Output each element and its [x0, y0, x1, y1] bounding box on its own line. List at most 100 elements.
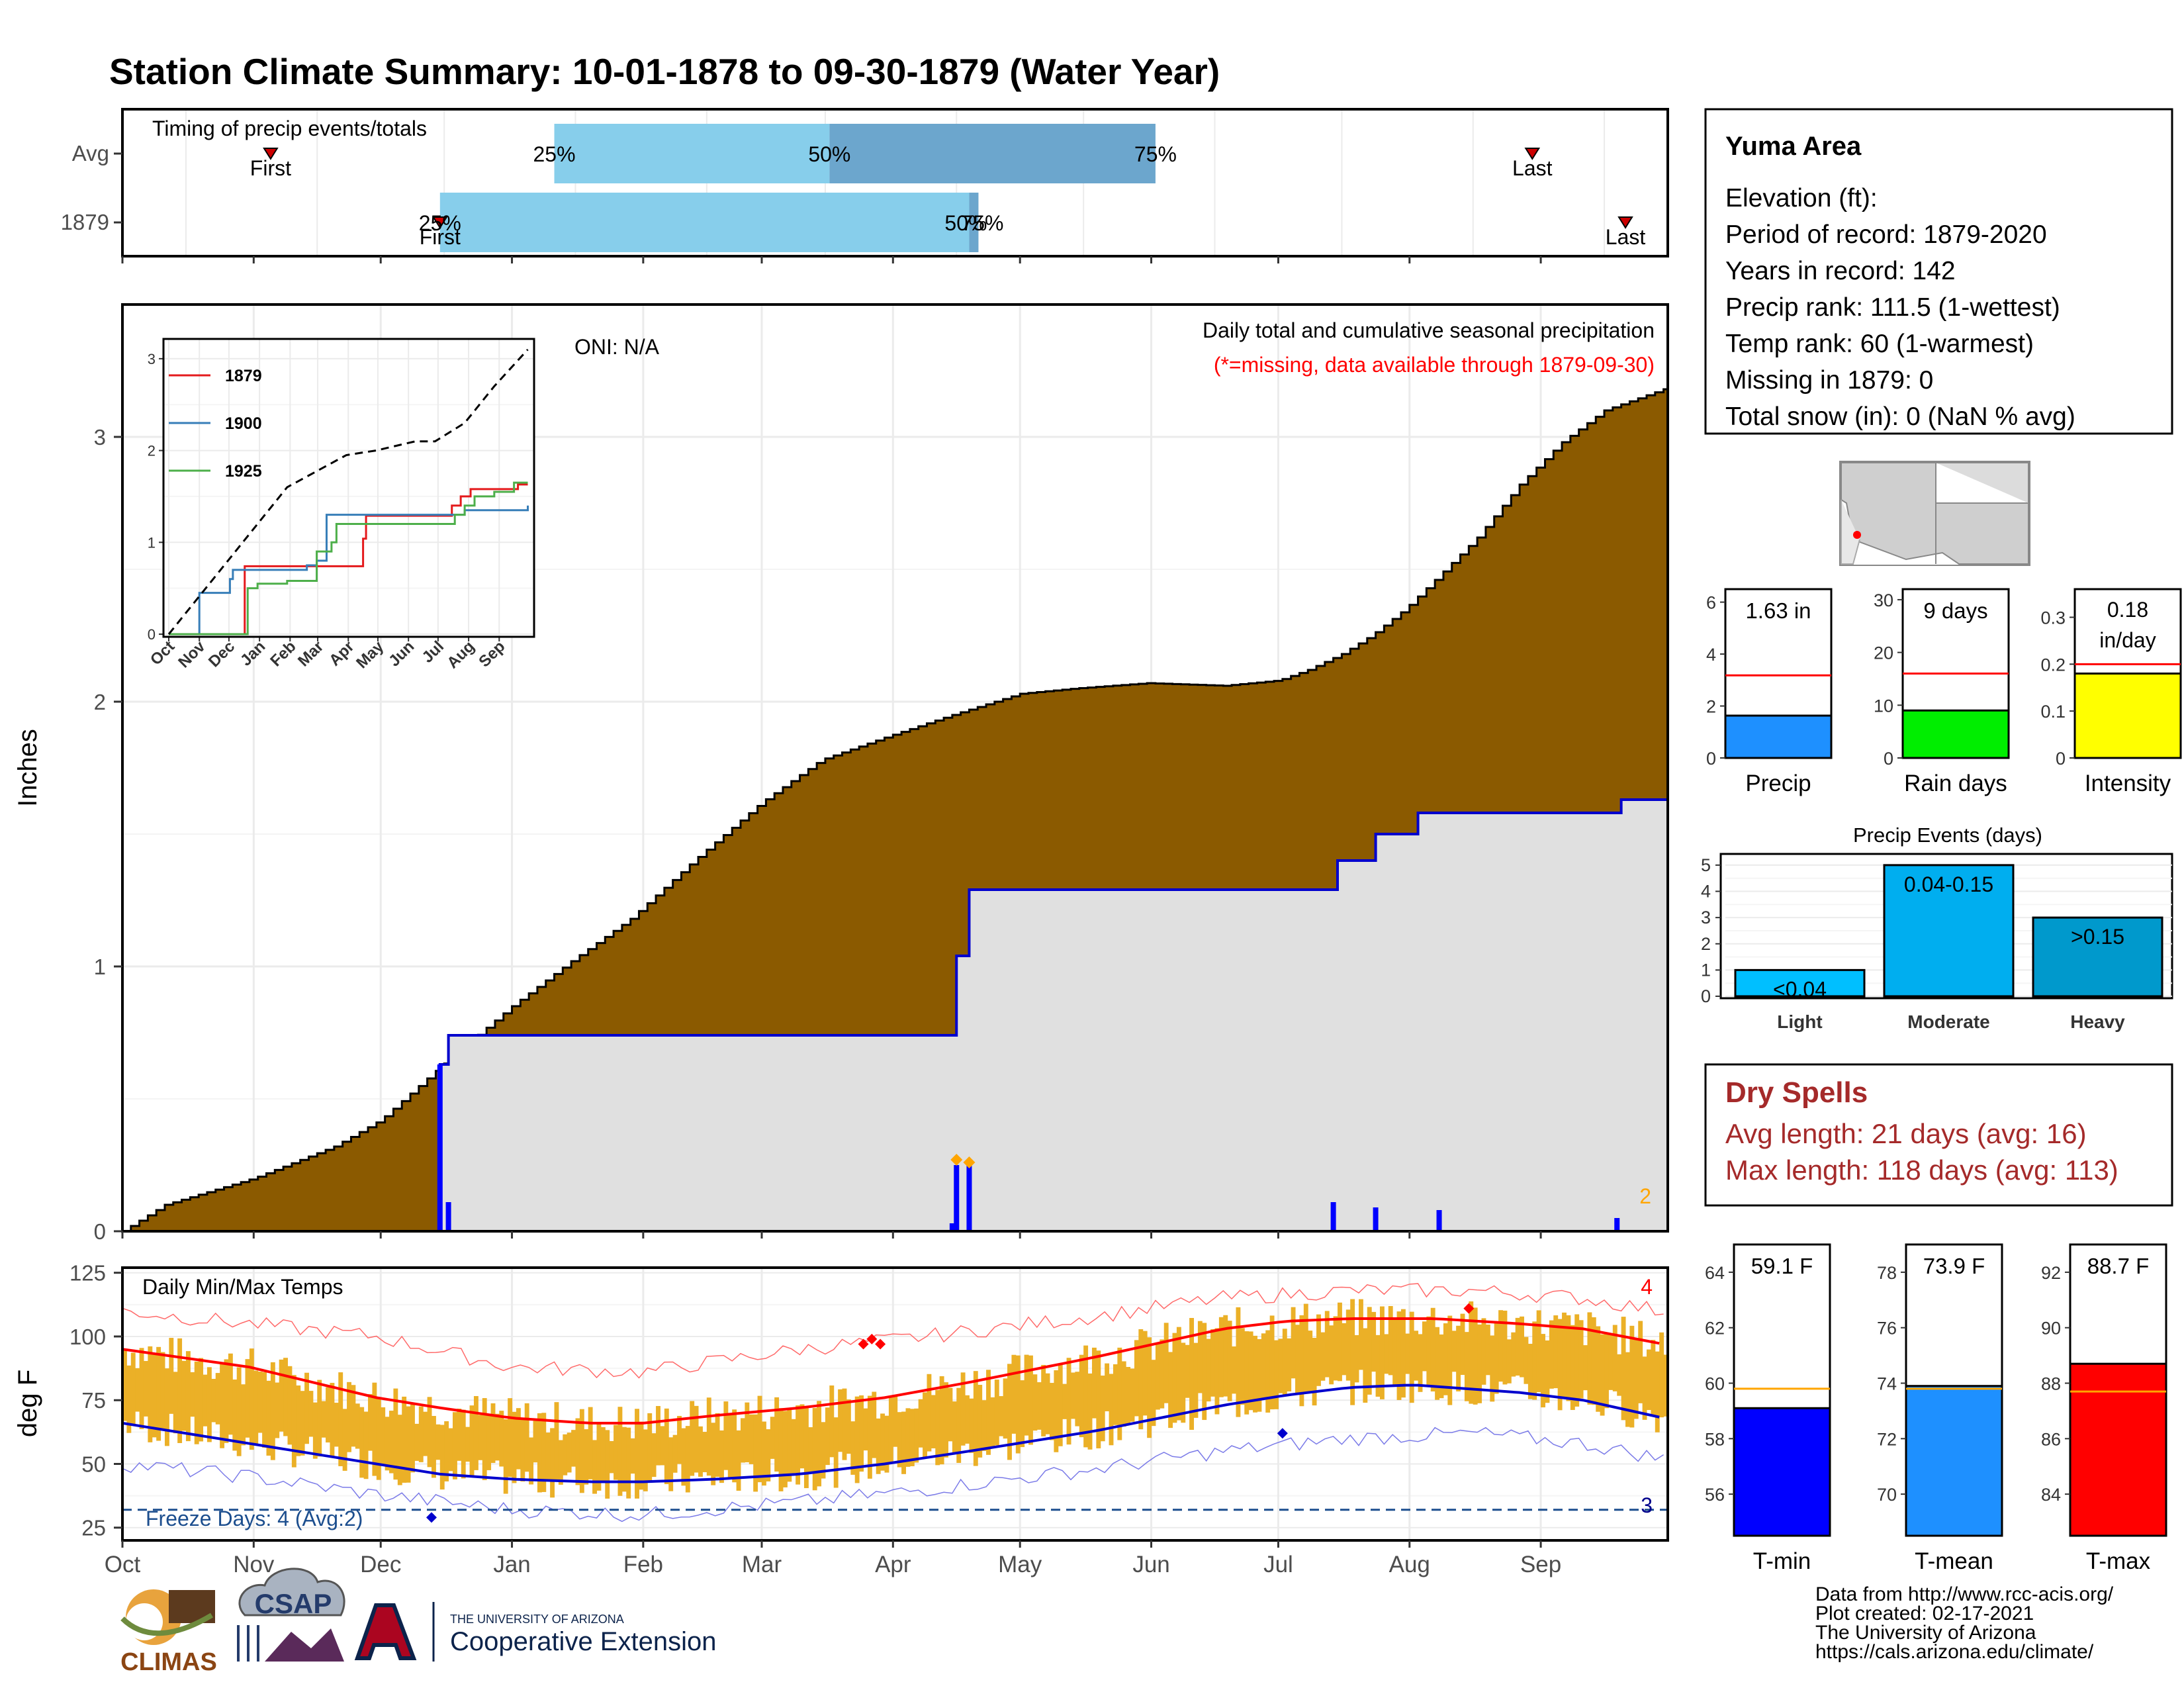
- temp-daily-bar: [1155, 1343, 1160, 1410]
- precip-ytick-label: 0: [94, 1219, 106, 1244]
- temp-xtick-label: Oct: [105, 1552, 141, 1577]
- temp-daily-bar: [600, 1427, 606, 1481]
- temp-daily-bar: [1587, 1312, 1592, 1405]
- temp-daily-bar: [291, 1375, 296, 1468]
- temp-daily-bar: [1494, 1321, 1499, 1394]
- mini-panel-ytick-label: 0: [2056, 749, 2066, 769]
- temp-daily-bar: [897, 1412, 902, 1468]
- temp-daily-bar: [630, 1438, 635, 1474]
- temp-daily-bar: [668, 1437, 674, 1491]
- timing-pct-label: 25%: [533, 142, 575, 166]
- temp-daily-bar: [372, 1382, 377, 1476]
- events-ytick-label: 2: [1701, 934, 1711, 954]
- temp-daily-bar: [432, 1416, 436, 1478]
- precip-ytick-label: 2: [94, 690, 106, 714]
- normal-min-line: [122, 1383, 1660, 1483]
- mini-panel-name: Precip: [1745, 771, 1811, 796]
- temp-daily-bar: [550, 1428, 555, 1498]
- temp-daily-bar: [931, 1395, 936, 1448]
- temp-daily-bar: [418, 1406, 424, 1462]
- events-ytick-label: 3: [1701, 908, 1711, 927]
- temp-daily-bar: [439, 1425, 445, 1490]
- mini-panel-ytick-label: 6: [1706, 593, 1716, 613]
- temp-daily-bar: [304, 1372, 309, 1444]
- temp-daily-bar: [973, 1371, 978, 1466]
- temp-frame: [121, 1266, 1669, 1542]
- temp-daily-bar: [1066, 1358, 1071, 1445]
- events-category-label: Light: [1777, 1011, 1822, 1032]
- temp-daily-bar: [1574, 1314, 1580, 1407]
- temp-daily-bar: [617, 1407, 623, 1496]
- temp-daily-bar: [1105, 1363, 1110, 1411]
- inset-grid: [163, 339, 534, 637]
- footer-line-2: Plot created: 02-17-2021: [1815, 1603, 2034, 1624]
- temp-daily-bar: [342, 1409, 347, 1471]
- temp-daily-bar: [1363, 1328, 1368, 1403]
- temp-hot-count: 4: [1641, 1275, 1653, 1299]
- temp-daily-bar: [253, 1370, 259, 1444]
- timing-row-avg: Avg: [72, 141, 109, 165]
- mini-panel-t-min: 56 58 60 62 64 59.1 F T-min: [1705, 1243, 1831, 1574]
- temp-daily-bar: [1608, 1335, 1614, 1390]
- temp-daily-bar: [312, 1402, 318, 1459]
- temp-panel: 25 50 75 100 125 Oct Nov Dec Jan Feb Mar Apr May Jun…: [13, 1261, 1669, 1577]
- temp-daily-bar: [994, 1380, 999, 1446]
- temp-daily-bar: [711, 1423, 716, 1485]
- temp-daily-bar: [499, 1411, 504, 1467]
- temp-daily-bar: [1633, 1339, 1639, 1419]
- temp-daily-bar: [1121, 1361, 1126, 1427]
- oni-label: ONI: N/A: [574, 335, 660, 359]
- temp-daily-bar: [787, 1409, 792, 1482]
- temp-min-record-marker: [1277, 1428, 1288, 1439]
- record-high-line: [122, 1283, 1664, 1379]
- dry-spells-avg: Avg length: 21 days (avg: 16): [1725, 1118, 2087, 1149]
- temp-daily-bar: [1553, 1315, 1559, 1389]
- temp-daily-bar: [1058, 1364, 1063, 1446]
- temp-daily-bar: [766, 1429, 771, 1481]
- timing-bar-q2: [829, 124, 1156, 183]
- temp-daily-bar: [1435, 1327, 1440, 1400]
- temp-daily-bar: [791, 1419, 796, 1474]
- temp-daily-bar: [1414, 1331, 1419, 1381]
- timing-pct-label: 25%: [419, 211, 461, 235]
- mini-panel-ytick-label: 4: [1706, 645, 1716, 665]
- temp-ytick-label: 25: [81, 1516, 106, 1540]
- temp-daily-bar: [1456, 1325, 1461, 1391]
- temp-daily-bar: [770, 1417, 775, 1459]
- temp-daily-bar: [1134, 1340, 1139, 1417]
- temp-daily-bar: [1338, 1302, 1342, 1382]
- temp-daily-bar: [609, 1440, 614, 1474]
- station-detail-line: Temp rank: 60 (1-warmest): [1725, 330, 2034, 358]
- temp-daily-bar: [1308, 1331, 1313, 1393]
- temp-daily-bar: [1647, 1349, 1651, 1411]
- temp-daily-bar: [1278, 1338, 1283, 1393]
- temp-daily-bar: [308, 1391, 314, 1437]
- temp-daily-bar: [181, 1360, 187, 1431]
- timing-pct-label: 75%: [961, 211, 1003, 235]
- temp-daily-bar: [1612, 1325, 1617, 1391]
- temp-daily-bar: [1126, 1366, 1131, 1425]
- daily-precip-bar: [949, 1223, 955, 1231]
- temp-xtick-label: Mar: [742, 1552, 782, 1577]
- temp-daily-bar: [1109, 1374, 1114, 1446]
- temp-daily-bar: [1083, 1345, 1089, 1448]
- mini-panel-ytick-label: 0: [1884, 749, 1893, 769]
- mini-panel-bar: [1724, 714, 1833, 759]
- temp-daily-bar: [799, 1404, 805, 1469]
- temp-daily-bar: [512, 1411, 517, 1483]
- temp-daily-bar: [257, 1372, 263, 1433]
- temp-daily-bar: [1443, 1323, 1448, 1395]
- temp-daily-bar: [651, 1433, 657, 1477]
- temp-daily-bar: [423, 1411, 428, 1456]
- temp-xtick-label: May: [998, 1552, 1042, 1577]
- temp-daily-bar: [842, 1388, 847, 1460]
- temp-daily-bar: [486, 1414, 492, 1470]
- temp-daily-bar: [859, 1395, 864, 1472]
- temp-daily-bar: [1439, 1334, 1444, 1399]
- year-cumulative-area: [122, 798, 1669, 1233]
- temp-daily-bar: [1274, 1340, 1279, 1409]
- temp-daily-bar: [1007, 1364, 1012, 1460]
- temp-xtick-label: Aug: [1389, 1552, 1430, 1577]
- mini-panel-name: T-mean: [1915, 1548, 1993, 1574]
- timing-last-marker: [1617, 216, 1633, 229]
